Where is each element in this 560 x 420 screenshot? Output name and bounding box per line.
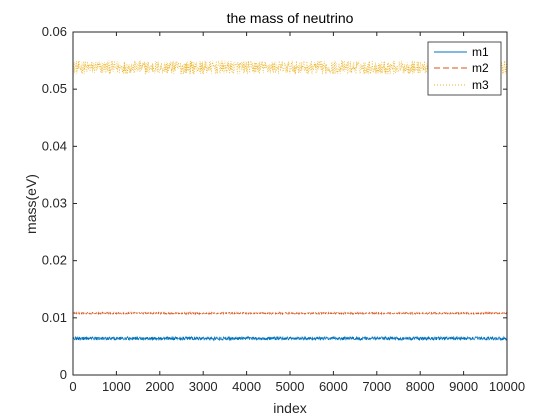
x-axis-label: index: [273, 400, 306, 416]
series-line-m3: [72, 59, 508, 75]
x-tick-label: 8000: [406, 379, 435, 394]
y-tick-label: 0: [60, 367, 67, 382]
legend-label-m1: m1: [472, 45, 489, 59]
x-tick-label: 5000: [276, 379, 305, 394]
series-layer: [72, 59, 508, 342]
y-tick-label: 0.03: [42, 196, 67, 211]
y-tick-label: 0.04: [42, 138, 67, 153]
legend-label-m3: m3: [472, 78, 489, 92]
series-line-m2: [72, 311, 508, 316]
series-line-m1: [72, 335, 508, 342]
legend-label-m2: m2: [472, 61, 489, 75]
x-tick-label: 3000: [189, 379, 218, 394]
y-axis-label: mass(eV): [23, 174, 39, 234]
legend: m1 m2 m3: [427, 41, 502, 96]
x-tick-label: 1000: [102, 379, 131, 394]
x-tick-label: 6000: [319, 379, 348, 394]
x-tick-label: 2000: [145, 379, 174, 394]
x-tick-label: 10000: [489, 379, 525, 394]
y-tick-label: 0.01: [42, 310, 67, 325]
y-tick-label: 0.06: [42, 24, 67, 39]
x-tick-label: 0: [69, 379, 76, 394]
x-tick-label: 9000: [449, 379, 478, 394]
x-tick-label: 7000: [362, 379, 391, 394]
y-tick-label: 0.02: [42, 253, 67, 268]
chart-title: the mass of neutrino: [227, 10, 354, 26]
ticks-layer: 0 1000 2000 3000 4000 5000 6000 7000 8000 9000 100…: [42, 24, 525, 394]
y-tick-label: 0.05: [42, 81, 67, 96]
x-tick-label: 4000: [232, 379, 261, 394]
